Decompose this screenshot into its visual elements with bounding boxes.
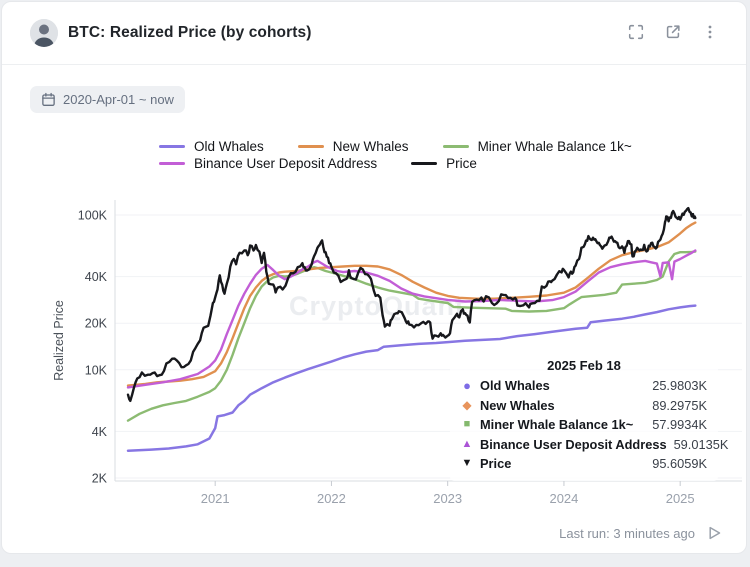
chart-card: BTC: Realized Price (by cohorts) (1, 1, 747, 554)
fullscreen-icon (627, 23, 645, 44)
date-range-label: 2020-Apr-01 ~ now (63, 92, 174, 107)
tooltip-series-name: Binance User Deposit Address (480, 436, 667, 452)
avatar (30, 19, 58, 47)
tooltip-row: ● Old Whales 25.9803K (461, 376, 707, 396)
chart-canvas[interactable]: 2K 4K 10K 20K 40K 100K 2021 2022 2023 2024 2025 Rea… (37, 185, 749, 525)
legend-swatch (159, 145, 185, 148)
legend-label: Binance User Deposit Address (194, 156, 378, 171)
tooltip-series-name: Miner Whale Balance 1k~ (480, 417, 634, 433)
x-tick-label: 2023 (433, 491, 462, 506)
kebab-menu-icon (702, 24, 718, 43)
triangle-down-marker-icon: ▼ (461, 457, 473, 470)
legend-label: Miner Whale Balance 1k~ (477, 139, 632, 154)
legend-label: Price (446, 156, 477, 171)
legend-label: New Whales (332, 139, 409, 154)
diamond-marker-icon: ◆ (462, 398, 472, 413)
tooltip-row: ◆ New Whales 89.2975K (461, 396, 707, 416)
legend-item-binance-user-deposit-address[interactable]: Binance User Deposit Address (159, 156, 377, 171)
fullscreen-button[interactable] (622, 19, 650, 47)
tooltip-series-value: 89.2975K (652, 397, 707, 413)
tooltip-series-name: Old Whales (480, 378, 550, 394)
tooltip-series-value: 59.0135K (673, 436, 729, 452)
tooltip-date: 2025 Feb 18 (547, 358, 621, 373)
tooltip-series-name: Price (480, 456, 512, 472)
calendar-icon (41, 92, 56, 107)
chart-tooltip: 2025 Feb 18 ● Old Whales 25.9803K ◆ New … (450, 353, 729, 481)
triangle-up-marker-icon: ▲ (461, 437, 473, 450)
y-tick-label: 2K (92, 472, 108, 486)
tooltip-row: ▲ Binance User Deposit Address 59.0135K (461, 435, 729, 455)
y-tick-label: 10K (85, 363, 108, 377)
card-footer: Last run: 3 minutes ago (559, 525, 722, 541)
legend-swatch (159, 162, 185, 165)
chart-legend: Old Whales New Whales Miner Whale Balanc… (159, 139, 632, 171)
run-query-button[interactable] (707, 525, 722, 541)
open-in-new-button[interactable] (659, 19, 687, 47)
y-tick-label: 4K (92, 425, 108, 439)
more-options-button[interactable] (696, 19, 724, 47)
series-line-binance-user-deposit-address (126, 249, 697, 389)
y-tick-label: 20K (85, 317, 108, 331)
x-tick-label: 2022 (317, 491, 346, 506)
x-tick-label: 2024 (549, 491, 578, 506)
x-tick-label: 2021 (201, 491, 230, 506)
tooltip-series-value: 95.6059K (652, 456, 707, 472)
page-title: BTC: Realized Price (by cohorts) (68, 24, 312, 41)
legend-swatch (442, 145, 469, 148)
play-icon (707, 525, 722, 541)
tooltip-row: ▼ Price 95.6059K (461, 454, 707, 474)
legend-swatch (411, 162, 438, 165)
open-in-new-icon (664, 23, 682, 44)
circle-marker-icon: ● (463, 378, 471, 394)
legend-swatch (297, 145, 324, 148)
avatar-photo (30, 19, 58, 47)
legend-item-new-whales[interactable]: New Whales (297, 139, 409, 154)
last-run-label: Last run: 3 minutes ago (559, 525, 695, 541)
series-line-new-whales (126, 221, 697, 387)
card-header: BTC: Realized Price (by cohorts) (2, 2, 746, 65)
x-tick-label: 2025 (666, 491, 695, 506)
square-marker-icon: ■ (463, 418, 471, 431)
y-tick-label: 100K (78, 208, 108, 222)
legend-item-old-whales[interactable]: Old Whales (159, 139, 264, 154)
series-line-old-whales (126, 304, 697, 452)
y-axis-title: Realized Price (52, 300, 66, 381)
tooltip-series-value: 57.9934K (652, 417, 707, 433)
tooltip-series-name: New Whales (480, 397, 555, 413)
tooltip-row: ■ Miner Whale Balance 1k~ 57.9934K (461, 415, 707, 435)
legend-label: Old Whales (194, 139, 264, 154)
chart-area[interactable]: 2K 4K 10K 20K 40K 100K 2021 2022 2023 2024 2025 Rea… (37, 185, 749, 525)
y-tick-label: 40K (85, 270, 108, 284)
legend-item-price[interactable]: Price (411, 156, 477, 171)
tooltip-series-value: 25.9803K (652, 378, 707, 394)
series-line-price (126, 206, 697, 403)
date-range-filter[interactable]: 2020-Apr-01 ~ now (30, 86, 185, 113)
legend-item-miner-whale-balance[interactable]: Miner Whale Balance 1k~ (442, 139, 632, 154)
